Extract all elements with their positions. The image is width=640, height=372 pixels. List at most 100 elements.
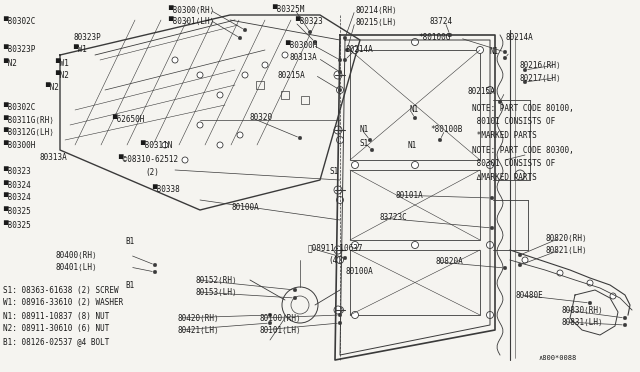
Text: N1: N1 bbox=[490, 48, 499, 57]
Circle shape bbox=[412, 38, 419, 45]
Text: ▀80300H: ▀80300H bbox=[3, 141, 35, 150]
Circle shape bbox=[343, 256, 347, 260]
Circle shape bbox=[522, 257, 528, 263]
Text: 80420⟨RH⟩: 80420⟨RH⟩ bbox=[178, 314, 220, 323]
Circle shape bbox=[334, 246, 342, 254]
Text: Ⓚ08911-10637: Ⓚ08911-10637 bbox=[308, 244, 364, 253]
Text: NOTE: PART CODE 80300,: NOTE: PART CODE 80300, bbox=[472, 145, 573, 154]
Text: 80820⟨RH⟩: 80820⟨RH⟩ bbox=[545, 234, 587, 243]
Circle shape bbox=[308, 30, 312, 34]
Text: ▀80323P: ▀80323P bbox=[3, 45, 35, 55]
Text: N1: N1 bbox=[408, 141, 417, 150]
Circle shape bbox=[334, 126, 342, 134]
Circle shape bbox=[172, 57, 178, 63]
Circle shape bbox=[503, 266, 507, 270]
Text: 80323P: 80323P bbox=[73, 33, 100, 42]
Text: 83723C: 83723C bbox=[380, 214, 408, 222]
Circle shape bbox=[486, 161, 493, 169]
Circle shape bbox=[153, 263, 157, 267]
Circle shape bbox=[486, 87, 493, 93]
Text: B1: B1 bbox=[125, 237, 134, 247]
Text: ▀80325: ▀80325 bbox=[3, 221, 31, 230]
Circle shape bbox=[412, 241, 419, 248]
Circle shape bbox=[623, 316, 627, 320]
Circle shape bbox=[338, 321, 342, 325]
Circle shape bbox=[351, 311, 358, 318]
Text: ▀W1: ▀W1 bbox=[55, 58, 69, 67]
Text: (4): (4) bbox=[328, 256, 342, 264]
Text: ▀80325M: ▀80325M bbox=[272, 6, 305, 15]
Circle shape bbox=[337, 137, 344, 144]
Text: ▀80300H: ▀80300H bbox=[285, 41, 317, 49]
Text: ▀80311N: ▀80311N bbox=[140, 141, 172, 150]
Text: 80100⟨RH⟩: 80100⟨RH⟩ bbox=[260, 314, 301, 323]
Bar bbox=[350, 250, 480, 315]
Circle shape bbox=[343, 58, 347, 62]
Text: *80100B: *80100B bbox=[430, 125, 462, 135]
Text: 80152⟨RH⟩: 80152⟨RH⟩ bbox=[195, 276, 237, 285]
Text: ▀80312G⟨LH⟩: ▀80312G⟨LH⟩ bbox=[3, 128, 54, 137]
Text: ▀80302C: ▀80302C bbox=[3, 17, 35, 26]
Circle shape bbox=[182, 157, 188, 163]
Circle shape bbox=[334, 306, 342, 314]
Circle shape bbox=[153, 270, 157, 274]
Text: ▀N2: ▀N2 bbox=[55, 71, 69, 80]
Circle shape bbox=[486, 241, 493, 248]
Text: 80214A: 80214A bbox=[345, 45, 372, 55]
Text: S1: S1 bbox=[330, 167, 339, 176]
Text: 80831⟨LH⟩: 80831⟨LH⟩ bbox=[562, 317, 604, 327]
Text: *80100G: *80100G bbox=[418, 33, 451, 42]
Text: 80101 CONSISTS OF: 80101 CONSISTS OF bbox=[472, 118, 556, 126]
Circle shape bbox=[282, 52, 288, 58]
Circle shape bbox=[298, 136, 302, 140]
Text: N1: N1 bbox=[360, 125, 369, 135]
Circle shape bbox=[217, 142, 223, 148]
Text: ▀80324: ▀80324 bbox=[3, 180, 31, 189]
Text: 80215A: 80215A bbox=[278, 71, 306, 80]
Circle shape bbox=[448, 33, 452, 37]
Circle shape bbox=[351, 241, 358, 248]
Text: N2: 08911-30610 (6) NUT: N2: 08911-30610 (6) NUT bbox=[3, 324, 109, 334]
Circle shape bbox=[268, 313, 272, 317]
Text: ▀80302C: ▀80302C bbox=[3, 103, 35, 112]
Circle shape bbox=[623, 323, 627, 327]
Circle shape bbox=[262, 62, 268, 68]
Circle shape bbox=[293, 288, 297, 292]
Text: NOTE: PART CODE 80100,: NOTE: PART CODE 80100, bbox=[472, 103, 573, 112]
Bar bbox=[350, 50, 480, 160]
Text: 80214⟨RH⟩: 80214⟨RH⟩ bbox=[355, 6, 397, 15]
Bar bbox=[350, 170, 480, 240]
Circle shape bbox=[343, 36, 347, 40]
Circle shape bbox=[345, 48, 349, 52]
Text: B1: 08126-02537 @4 BOLT: B1: 08126-02537 @4 BOLT bbox=[3, 337, 109, 346]
Text: 80215⟨LH⟩: 80215⟨LH⟩ bbox=[355, 17, 397, 26]
Bar bbox=[301, 96, 309, 104]
Circle shape bbox=[370, 148, 374, 152]
Bar bbox=[256, 81, 264, 89]
Text: ▀80300⟨RH⟩: ▀80300⟨RH⟩ bbox=[168, 6, 214, 15]
Circle shape bbox=[503, 50, 507, 54]
Text: ∧800*0088: ∧800*0088 bbox=[538, 355, 576, 361]
Circle shape bbox=[413, 116, 417, 120]
Text: B1: B1 bbox=[125, 280, 134, 289]
Circle shape bbox=[337, 87, 344, 93]
Circle shape bbox=[486, 311, 493, 318]
Text: 80217⟨LH⟩: 80217⟨LH⟩ bbox=[520, 74, 562, 83]
Circle shape bbox=[338, 313, 342, 317]
Text: ▀80324: ▀80324 bbox=[3, 193, 31, 202]
Text: 80313A: 80313A bbox=[40, 154, 68, 163]
Text: ▀N2: ▀N2 bbox=[45, 83, 59, 93]
Text: S1: S1 bbox=[360, 138, 369, 148]
Circle shape bbox=[587, 280, 593, 286]
Circle shape bbox=[337, 257, 344, 263]
Text: 80101A: 80101A bbox=[395, 190, 423, 199]
Circle shape bbox=[217, 92, 223, 98]
Text: ▀80311G⟨RH⟩: ▀80311G⟨RH⟩ bbox=[3, 115, 54, 125]
Text: 80401⟨LH⟩: 80401⟨LH⟩ bbox=[55, 263, 97, 272]
Text: ∆MARKED PARTS: ∆MARKED PARTS bbox=[472, 173, 537, 183]
Text: 80214A: 80214A bbox=[505, 33, 532, 42]
Circle shape bbox=[477, 46, 483, 54]
Text: 80215A: 80215A bbox=[468, 87, 496, 96]
Text: ▀80323: ▀80323 bbox=[3, 167, 31, 176]
Circle shape bbox=[243, 28, 247, 32]
